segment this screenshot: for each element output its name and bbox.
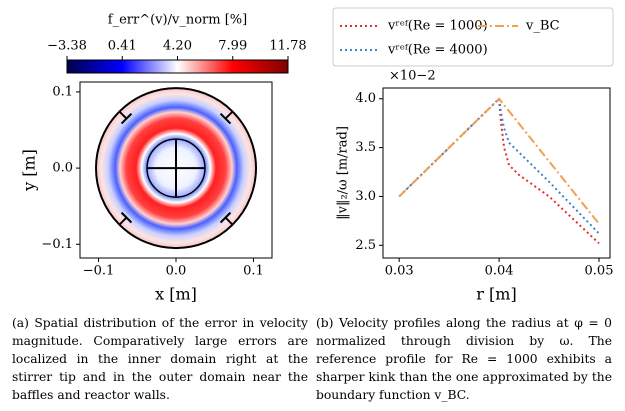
reactor-wall: [95, 87, 257, 250]
x-tick-label: 0.03: [385, 264, 414, 279]
colorbar-label: f_err^(v)/v_norm [%]: [108, 13, 247, 28]
x-tick-label: 0.04: [485, 264, 514, 279]
series-line: [398, 96, 600, 245]
y-tick-label: 3.0: [355, 189, 376, 204]
x-tick-label: −0.1: [83, 264, 115, 279]
baffle-stem: [224, 110, 234, 120]
x-tick-label: 0.05: [585, 264, 614, 279]
legend-label: vʳᵉᶠ(Re = 4000): [387, 43, 488, 58]
axes-frame: [382, 87, 611, 259]
y-axis-label: ‖v‖₂/ω [m/rad]: [336, 126, 351, 220]
colorbar-tick-label: −3.38: [47, 39, 87, 54]
y-tick-label: −0.1: [41, 237, 73, 252]
x-tick-label: 0.1: [243, 264, 264, 279]
x-axis-label: r [m]: [476, 285, 516, 304]
y-tick-label: 0.0: [52, 161, 73, 176]
x-axis-label: x [m]: [155, 285, 197, 304]
y-tick-label: 2.5: [355, 238, 376, 253]
colorbar: [66, 59, 289, 74]
baffle-stem: [118, 110, 128, 120]
legend-box: [332, 7, 614, 67]
x-tick-label: 0.0: [166, 264, 187, 279]
legend-label: v_BC: [525, 19, 560, 34]
baffle-stem: [224, 216, 234, 226]
colorbar-tick-label: 11.78: [269, 39, 306, 54]
y-tick-label: 0.1: [52, 84, 73, 99]
legend-label: vʳᵉᶠ(Re = 1000): [387, 19, 488, 34]
colorbar-tick-label: 7.99: [218, 39, 247, 54]
y-multiplier: ×10−2: [389, 69, 436, 84]
baffle-stem: [118, 216, 128, 226]
colorbar-tick-label: 4.20: [163, 39, 192, 54]
y-tick-label: 3.5: [355, 140, 376, 155]
y-axis-label: y [m]: [20, 149, 39, 192]
colorbar-tick-label: 0.41: [108, 39, 137, 54]
y-tick-label: 4.0: [355, 91, 376, 106]
caption-b: (b) Velocity profiles along the radius a…: [316, 316, 612, 402]
caption-a: (a) Spatial distribution of the error in…: [12, 316, 308, 402]
series-line: [398, 97, 600, 225]
